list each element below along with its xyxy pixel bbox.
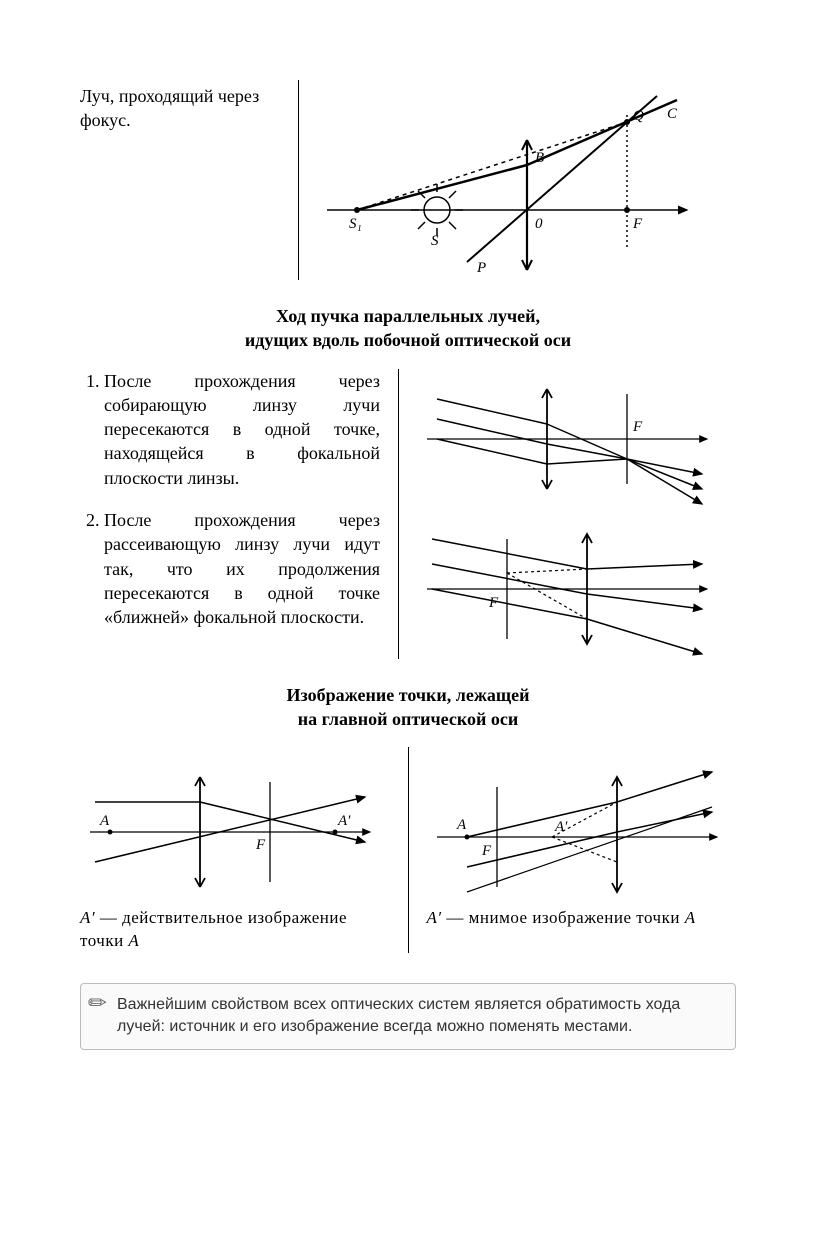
divider-vertical — [398, 369, 399, 659]
svg-text:F: F — [632, 216, 643, 232]
svg-text:S₁: S₁ — [349, 216, 362, 232]
point-image-left: F A A′ A′ — действительное изображение т… — [80, 747, 390, 953]
svg-text:0: 0 — [535, 216, 543, 232]
svg-text:A: A — [99, 813, 110, 829]
focus-ray-text: Луч, проходящий через фокус. — [80, 80, 280, 280]
list-item: После прохождения через собирающую линзу… — [104, 369, 380, 490]
svg-text:A: A — [456, 817, 467, 833]
focus-ray-diagram: S₁ S 0 B Q C F P — [317, 80, 736, 280]
svg-text:P: P — [476, 260, 486, 276]
list-item: После прохождения через рассеивающую лин… — [104, 508, 380, 629]
svg-text:S: S — [431, 233, 439, 249]
svg-text:F: F — [255, 837, 266, 853]
caption-virtual-image: A′ — мнимое изображение точки A — [427, 907, 737, 930]
diagram-diverging: F — [417, 509, 717, 659]
parallel-beam-diagrams: F F — [417, 369, 736, 659]
section-parallel-beam: После прохождения через собирающую линзу… — [80, 369, 736, 659]
parallel-beam-text: После прохождения через собирающую линзу… — [80, 369, 380, 659]
svg-text:Q: Q — [633, 108, 644, 124]
point-image-right: F A A′ A′ — мнимое изображение точки A — [427, 747, 737, 953]
heading-parallel-beam: Ход пучка параллельных лучей, идущих вдо… — [80, 304, 736, 353]
divider-vertical — [408, 747, 409, 953]
svg-text:F: F — [632, 419, 643, 435]
note-reversibility: Важнейшим свойством всех оптических сист… — [80, 983, 736, 1050]
caption-real-image: A′ — действительное изображение точки A — [80, 907, 390, 953]
divider-vertical — [298, 80, 299, 280]
section-point-image: F A A′ A′ — действительное изображение т… — [80, 747, 736, 953]
svg-text:F: F — [488, 595, 499, 611]
svg-text:B: B — [535, 150, 544, 166]
heading-point-image: Изображение точки, лежащей на главной оп… — [80, 683, 736, 732]
svg-text:C: C — [667, 106, 678, 122]
svg-text:A′: A′ — [554, 819, 568, 835]
section-focus-ray: Луч, проходящий через фокус. — [80, 80, 736, 280]
svg-text:A′: A′ — [337, 813, 351, 829]
diagram-converging: F — [417, 369, 717, 509]
svg-text:F: F — [481, 843, 492, 859]
